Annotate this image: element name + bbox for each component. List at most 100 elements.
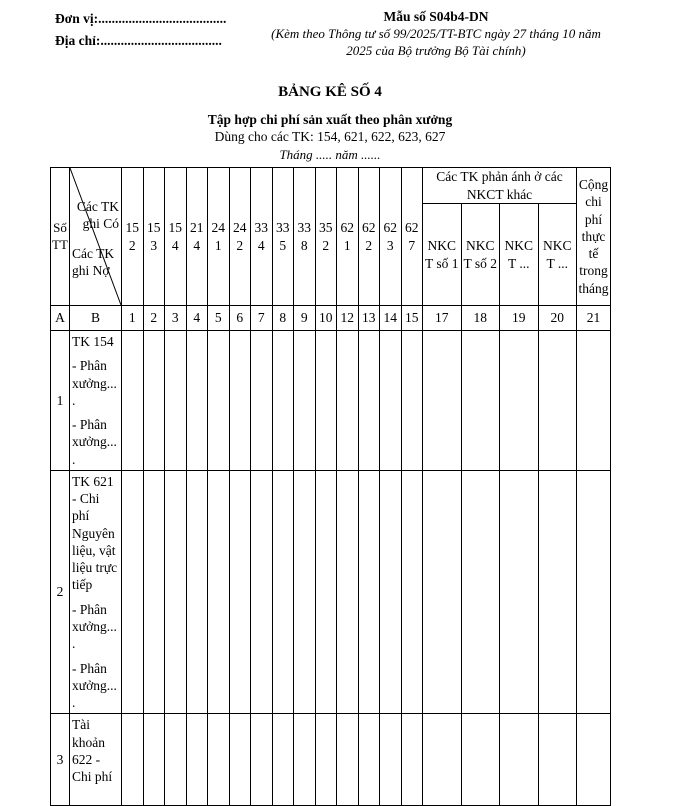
row-description: TK 154 - Phân xưởng.... - Phân xưởng....: [69, 330, 122, 471]
empty-data-cell: [336, 713, 359, 806]
debit-accounts-label: Các TK ghi Nợ: [72, 246, 115, 279]
empty-data-cell: [271, 469, 294, 715]
description-paragraph: - Phân xưởng....: [72, 660, 117, 711]
index-cell: 7: [250, 305, 273, 331]
index-cell: 14: [379, 305, 402, 331]
form-header: Đơn vị:.................................…: [0, 0, 681, 58]
empty-data-cell: [422, 330, 462, 471]
empty-data-cell: [228, 469, 251, 715]
org-fields: Đơn vị:.................................…: [55, 8, 226, 52]
tk-column-header: 335: [271, 167, 294, 306]
index-cell: 9: [293, 305, 316, 331]
description-paragraph: - Phân xưởng....: [72, 417, 117, 467]
empty-data-cell: [379, 469, 402, 715]
empty-data-cell: [185, 330, 208, 471]
empty-data-cell: [400, 713, 423, 806]
nkct-column-header: NKCT số 1: [422, 203, 462, 306]
description-paragraph: TK 621 - Chi phí Nguyên liệu, vật liệu t…: [72, 473, 118, 593]
tk-column-header: 623: [379, 167, 402, 306]
empty-data-cell: [357, 713, 380, 806]
empty-data-cell: [207, 713, 230, 806]
tk-column-header: 152: [121, 167, 144, 306]
period-line: Tháng ..... năm ......: [279, 147, 381, 162]
tk-column-header: 622: [357, 167, 380, 306]
empty-data-cell: [293, 330, 316, 471]
description-paragraph: Tài khoản 622 - Chi phí: [72, 717, 113, 785]
empty-data-cell: [314, 330, 337, 471]
tk-column-header: 154: [164, 167, 187, 306]
diagonal-header-cell: Các TK ghi Có Các TK ghi Nợ: [69, 167, 122, 306]
index-cell: 19: [499, 305, 539, 331]
empty-data-cell: [185, 469, 208, 715]
empty-data-cell: [164, 330, 187, 471]
nkct-column-header: NKCT số 2: [460, 203, 500, 306]
empty-data-cell: [460, 469, 500, 715]
page-title: BẢNG KÊ SỐ 4: [278, 84, 382, 100]
index-cell: 3: [164, 305, 187, 331]
row-stt: 3: [50, 713, 70, 806]
unit-field: Đơn vị:.................................…: [55, 11, 227, 26]
description-paragraph: TK 154: [72, 334, 114, 349]
empty-data-cell: [336, 330, 359, 471]
form-circular-note: (Kèm theo Thông tư số 99/2025/TT-BTC ngà…: [271, 26, 601, 58]
index-cell: 21: [576, 305, 612, 331]
diagonal-line: [70, 168, 121, 305]
empty-data-cell: [121, 713, 144, 806]
index-cell: 5: [207, 305, 230, 331]
table-row: 2 TK 621 - Chi phí Nguyên liệu, vật liệu…: [50, 469, 612, 715]
credit-accounts-label: Các TK ghi Có: [76, 199, 119, 231]
empty-data-cell: [460, 713, 500, 806]
empty-data-cell: [499, 713, 539, 806]
form-number: Mẫu số S04b4-DN: [383, 9, 489, 24]
index-cell: 15: [400, 305, 423, 331]
index-cell: 2: [142, 305, 165, 331]
row-description: TK 621 - Chi phí Nguyên liệu, vật liệu t…: [69, 469, 122, 715]
empty-data-cell: [207, 330, 230, 471]
index-cell: 12: [336, 305, 359, 331]
empty-data-cell: [422, 713, 462, 806]
empty-data-cell: [537, 330, 578, 471]
empty-data-cell: [250, 469, 273, 715]
empty-data-cell: [250, 330, 273, 471]
empty-data-cell: [422, 469, 462, 715]
title-block: BẢNG KÊ SỐ 4 Tập hợp chi phí sản xuất th…: [50, 84, 610, 163]
empty-data-cell: [379, 330, 402, 471]
empty-data-cell: [379, 713, 402, 806]
empty-data-cell: [121, 469, 144, 715]
tk-column-header: 241: [207, 167, 230, 306]
empty-data-cell: [576, 469, 612, 715]
total-column-header: Cộng chi phí thực tế trong tháng: [576, 167, 612, 306]
nkct-group-header: Các TK phản ánh ở các NKCT khác: [421, 167, 578, 204]
table-row: 1 TK 154 - Phân xưởng.... - Phân xưởng..…: [50, 330, 612, 471]
empty-data-cell: [164, 713, 187, 806]
tk-column-header: 153: [142, 167, 165, 306]
empty-data-cell: [142, 469, 165, 715]
empty-data-cell: [271, 713, 294, 806]
index-cell: 13: [357, 305, 380, 331]
empty-data-cell: [228, 713, 251, 806]
empty-data-cell: [400, 469, 423, 715]
index-cell: 18: [460, 305, 500, 331]
empty-data-cell: [499, 469, 539, 715]
tk-column-header: 352: [314, 167, 337, 306]
index-cell: 6: [228, 305, 251, 331]
row-stt: 1: [50, 330, 70, 471]
tk-column-header: 627: [400, 167, 423, 306]
tk-column-header: 214: [185, 167, 208, 306]
empty-data-cell: [460, 330, 500, 471]
empty-data-cell: [314, 713, 337, 806]
empty-data-cell: [271, 330, 294, 471]
index-cell: B: [69, 305, 122, 331]
address-field: Địa chỉ:................................…: [55, 33, 222, 48]
nkct-column-header: NKCT ...: [537, 203, 578, 306]
index-cell: 1: [121, 305, 144, 331]
tk-column-header: 242: [228, 167, 251, 306]
index-cell: 4: [185, 305, 208, 331]
empty-data-cell: [576, 330, 612, 471]
empty-data-cell: [537, 469, 578, 715]
index-cell: A: [50, 305, 70, 331]
description-paragraph: - Phân xưởng....: [72, 601, 117, 652]
nkct-column-header: NKCT ...: [499, 203, 539, 306]
empty-data-cell: [336, 469, 359, 715]
page-subtitle: Tập hợp chi phí sản xuất theo phân xưởng: [207, 112, 453, 127]
